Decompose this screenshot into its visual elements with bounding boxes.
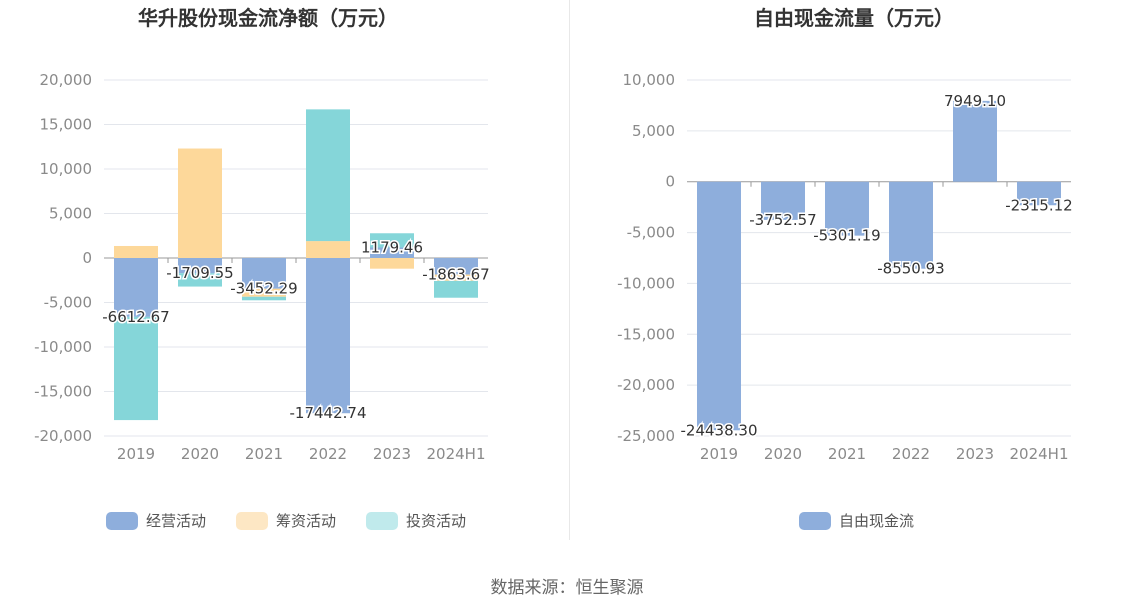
y-tick-label: -20,000 [34,427,92,445]
data-label: -17442.74 [290,404,367,422]
legend-swatch [236,512,268,530]
x-tick-label: 2024H1 [1010,445,1069,463]
free-cash-flow-chart: 自由现金流量（万元） 10,000 5,000 0 -5,000 -10,000 -15,0… [617,6,1074,530]
y-tick-label: -25,000 [617,427,675,445]
bar-cashflow-经营活动-2019 [114,258,158,317]
y-tick-label: -5,000 [627,224,675,242]
chart-title: 自由现金流量（万元） [754,6,954,30]
legend-swatch [799,512,831,530]
y-tick-label: 5,000 [49,205,92,223]
bar-fcf-自由现金流-2019 [697,181,741,431]
bar-fcf-自由现金流-2024H1 [1017,181,1061,206]
bar-cashflow-经营活动-2022 [306,258,350,414]
y-tick-label: 10,000 [40,160,93,178]
bar-cashflow-筹资活动-2024H1 [434,274,478,281]
y-tick-label: -15,000 [617,325,675,343]
bar-cashflow-经营活动-2023 [370,247,414,258]
bar-cashflow-经营活动-2020 [178,258,222,274]
bar-fcf-自由现金流-2020 [761,181,805,220]
legend-label: 筹资活动 [276,512,336,530]
data-label: -3752.57 [749,211,816,229]
data-label: -5301.19 [813,227,880,245]
chart-title: 华升股份现金流净额（万元） [138,6,398,30]
data-label: -3452.29 [230,280,297,298]
data-label: -1863.67 [422,266,489,284]
y-tick-label: 15,000 [40,116,93,134]
y-tick-label: 5,000 [632,122,675,140]
x-tick-label: 2024H1 [427,445,486,463]
bar-cashflow-投资活动-2019 [114,316,158,421]
x-tick-label: 2021 [828,445,866,463]
bar-cashflow-投资活动-2022 [306,109,350,242]
data-source-note: 数据来源：恒生聚源 [490,578,644,598]
bar-cashflow-筹资活动-2020 [178,148,222,258]
y-tick-label: 0 [82,249,92,267]
x-tick-label: 2019 [700,445,738,463]
y-tick-label: -20,000 [617,376,675,394]
x-tick-label: 2023 [956,445,994,463]
panel-divider [569,0,570,540]
legend-swatch [106,512,138,530]
bar-fcf-自由现金流-2023 [953,100,997,182]
y-tick-label: -15,000 [34,383,92,401]
y-tick-label: 10,000 [623,71,676,89]
bar-cashflow-投资活动-2024H1 [434,280,478,298]
data-label: -2315.12 [1005,196,1072,214]
y-tick-label: -10,000 [34,338,92,356]
bar-cashflow-筹资活动-2021 [242,288,286,297]
bar-cashflow-筹资活动-2023 [370,258,414,269]
data-label: -24438.30 [681,421,758,439]
data-label: -1709.55 [166,264,233,282]
x-tick-label: 2019 [117,445,155,463]
y-tick-label: -10,000 [617,274,675,292]
legend-label: 经营活动 [146,512,206,530]
x-tick-label: 2023 [373,445,411,463]
data-label: 1179.46 [361,239,423,257]
y-tick-label: -5,000 [44,294,92,312]
x-tick-label: 2022 [892,445,930,463]
bar-cashflow-筹资活动-2022 [306,241,350,258]
bar-cashflow-投资活动-2021 [242,296,286,301]
cash-flow-net-chart: 华升股份现金流净额（万元） 20,000 15,000 10,000 5,000 0 -5,… [34,6,491,530]
data-label: -6612.67 [102,308,169,326]
x-tick-label: 2022 [309,445,347,463]
legend-label: 投资活动 [406,512,466,530]
bar-cashflow-投资活动-2023 [370,233,414,248]
x-tick-label: 2021 [245,445,283,463]
bar-fcf-自由现金流-2021 [825,181,869,236]
bar-cashflow-经营活动-2024H1 [434,258,478,275]
legend-label: 自由现金流 [839,512,914,530]
data-label: -8550.93 [877,260,944,278]
data-label: 7949.10 [944,92,1006,110]
x-tick-label: 2020 [181,445,219,463]
bar-cashflow-投资活动-2020 [178,273,222,287]
bar-cashflow-筹资活动-2019 [114,245,158,258]
y-tick-label: 0 [665,173,675,191]
x-tick-label: 2020 [764,445,802,463]
y-tick-label: 20,000 [40,71,93,89]
bar-fcf-自由现金流-2022 [889,181,933,269]
legend-swatch [366,512,398,530]
bar-cashflow-经营活动-2021 [242,258,286,289]
